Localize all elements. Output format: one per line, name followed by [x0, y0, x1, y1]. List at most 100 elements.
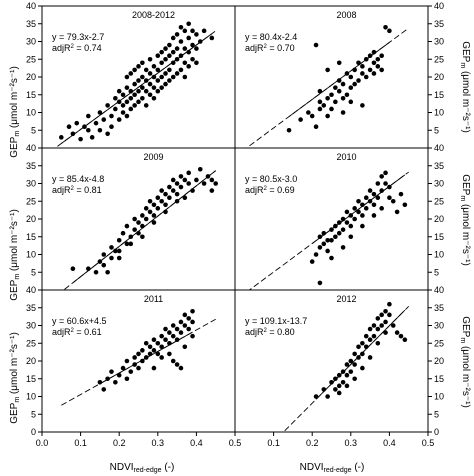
panel-title: 2008-2012 — [132, 10, 175, 20]
data-point — [89, 135, 95, 140]
data-point — [147, 351, 153, 357]
y-tick-label: 20 — [26, 214, 36, 224]
data-point — [367, 326, 373, 332]
y-tick-label: 0 — [434, 427, 439, 437]
data-point — [78, 136, 83, 142]
data-point — [167, 330, 172, 335]
data-point — [390, 198, 396, 204]
data-point — [143, 78, 149, 83]
data-point — [209, 177, 215, 183]
data-point — [390, 323, 396, 328]
data-point — [360, 103, 365, 108]
data-point — [379, 312, 384, 318]
data-point — [136, 64, 141, 69]
data-point — [174, 337, 180, 343]
data-point — [128, 71, 134, 76]
data-point — [178, 365, 184, 371]
data-point — [340, 216, 346, 222]
data-point — [182, 46, 188, 51]
data-point — [124, 99, 130, 105]
data-point — [178, 319, 184, 325]
data-point — [186, 21, 191, 27]
y-axis-label-right: GEPm (μmol m⁻²s⁻¹) — [459, 316, 471, 408]
plot-area — [62, 167, 218, 290]
data-point — [82, 124, 87, 129]
data-point — [170, 358, 176, 364]
data-point — [155, 340, 161, 346]
data-point — [371, 60, 377, 66]
data-point — [375, 316, 381, 321]
data-point — [325, 67, 330, 73]
data-point — [182, 195, 188, 200]
data-point — [124, 358, 130, 364]
data-point — [356, 198, 361, 204]
data-point — [143, 103, 149, 108]
data-point — [147, 92, 153, 98]
data-point — [178, 53, 184, 58]
y-tick-label: 5 — [434, 409, 439, 419]
y-tick-label: 5 — [434, 125, 439, 135]
y-tick-label: 10 — [26, 250, 36, 260]
data-point — [124, 113, 130, 119]
regression-equation: y = 80.4x-2.4 — [245, 32, 297, 42]
data-point — [128, 88, 134, 94]
data-point — [186, 35, 191, 41]
data-point — [360, 71, 365, 76]
data-point — [186, 181, 191, 186]
data-point — [336, 230, 342, 236]
data-point — [140, 234, 145, 240]
data-point — [186, 64, 191, 69]
data-point — [155, 78, 161, 83]
data-point — [298, 117, 303, 122]
data-point — [371, 323, 377, 328]
data-point — [367, 188, 373, 193]
data-point — [321, 103, 327, 108]
data-point — [178, 67, 184, 73]
data-point — [190, 42, 195, 48]
data-point — [163, 202, 168, 208]
data-point — [344, 372, 350, 378]
data-point — [178, 184, 184, 190]
data-point — [143, 88, 149, 94]
data-point — [136, 230, 141, 236]
x-tick-label: 0.4 — [190, 438, 203, 448]
data-point — [74, 120, 80, 126]
data-point — [70, 131, 76, 137]
data-point — [333, 85, 338, 90]
y-tick-label: 10 — [434, 250, 444, 260]
data-point — [105, 103, 110, 108]
data-point — [348, 213, 354, 218]
plot-area — [61, 309, 216, 406]
data-point — [348, 234, 354, 240]
data-point — [120, 110, 126, 115]
data-point — [182, 74, 188, 80]
data-point — [313, 394, 319, 399]
y-tick-label: 0 — [31, 427, 36, 437]
data-point — [379, 323, 384, 328]
y-tick-label: 35 — [434, 303, 444, 313]
right-axis-label: GEPm (μmol m⁻²s⁻¹) GEPm (μmol m⁻²s⁻¹) GE… — [459, 41, 471, 408]
data-point — [379, 188, 384, 193]
data-point — [140, 223, 145, 229]
data-point — [317, 99, 323, 105]
data-point — [379, 174, 384, 179]
data-point — [163, 191, 168, 197]
data-point — [352, 216, 357, 222]
data-point — [186, 170, 191, 176]
data-point — [159, 344, 164, 350]
data-point — [379, 206, 384, 211]
data-point — [124, 74, 130, 80]
data-point — [59, 135, 64, 140]
data-point — [197, 39, 203, 44]
y-axis-label-left: GEPm (μmol m⁻²s⁻¹) — [9, 209, 21, 301]
data-point — [140, 96, 145, 101]
data-point — [356, 355, 361, 360]
x-tick-label: 0.0 — [36, 438, 49, 448]
data-point — [348, 369, 354, 374]
y-tick-label: 35 — [26, 19, 36, 29]
regression-equation: y = 109.1x-13.7 — [245, 316, 307, 326]
data-point — [402, 202, 408, 208]
data-point — [363, 195, 369, 200]
data-point — [86, 266, 91, 272]
data-point — [387, 28, 392, 34]
